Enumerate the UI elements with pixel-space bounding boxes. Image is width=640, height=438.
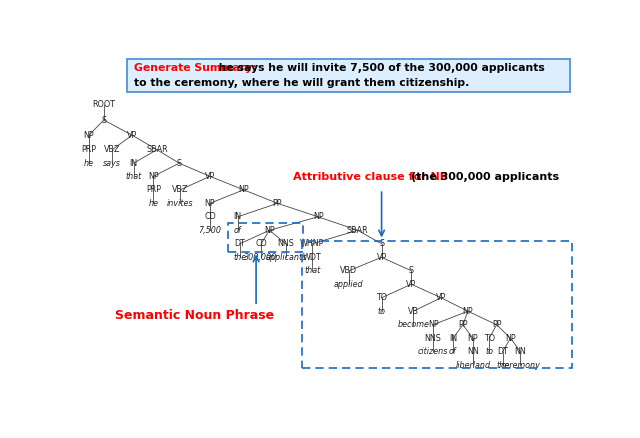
Text: NP: NP bbox=[467, 334, 478, 343]
Text: he: he bbox=[84, 159, 94, 168]
Text: NP: NP bbox=[148, 172, 159, 181]
Text: WDT: WDT bbox=[303, 253, 321, 262]
Text: CD: CD bbox=[204, 212, 216, 221]
Text: to the ceremony, where he will grant them citizenship.: to the ceremony, where he will grant the… bbox=[134, 78, 469, 88]
Text: VP: VP bbox=[127, 131, 137, 140]
Text: of: of bbox=[234, 226, 242, 235]
Text: invites: invites bbox=[167, 199, 193, 208]
Text: NNS: NNS bbox=[277, 239, 294, 248]
Text: of: of bbox=[449, 347, 457, 356]
Text: PP: PP bbox=[273, 199, 282, 208]
Text: liberland: liberland bbox=[455, 361, 490, 370]
Text: NNS: NNS bbox=[425, 334, 442, 343]
Text: S: S bbox=[101, 116, 106, 124]
Text: NP: NP bbox=[264, 226, 275, 235]
Bar bbox=[228, 223, 303, 252]
Text: that: that bbox=[125, 172, 141, 181]
Text: NP: NP bbox=[238, 185, 249, 194]
Text: (the 300,000 applicants: (the 300,000 applicants bbox=[412, 172, 559, 182]
Text: NP: NP bbox=[313, 212, 323, 221]
Text: S: S bbox=[177, 159, 182, 168]
Text: TO: TO bbox=[484, 334, 495, 343]
Text: NP: NP bbox=[463, 307, 473, 316]
Text: Generate Summary:: Generate Summary: bbox=[134, 63, 257, 73]
Text: 7,500: 7,500 bbox=[198, 226, 221, 235]
Text: to: to bbox=[485, 347, 493, 356]
Text: Attributive clause for NP: Attributive clause for NP bbox=[293, 172, 448, 182]
Text: the: the bbox=[496, 361, 509, 370]
Text: NN: NN bbox=[467, 347, 479, 356]
Text: CD: CD bbox=[255, 239, 267, 248]
Text: DT: DT bbox=[497, 347, 508, 356]
Text: he says he will invite 7,500 of the 300,000 applicants: he says he will invite 7,500 of the 300,… bbox=[215, 63, 545, 73]
Text: WHNP: WHNP bbox=[300, 239, 324, 248]
Text: PP: PP bbox=[492, 320, 501, 329]
Bar bbox=[302, 241, 572, 368]
Text: NN: NN bbox=[515, 347, 526, 356]
Text: IN: IN bbox=[234, 212, 242, 221]
Text: VBD: VBD bbox=[340, 266, 357, 275]
Text: IN: IN bbox=[129, 159, 138, 168]
Text: TO: TO bbox=[376, 293, 387, 302]
Text: VBZ: VBZ bbox=[104, 145, 120, 154]
Text: ROOT: ROOT bbox=[92, 100, 115, 110]
Text: 300,000: 300,000 bbox=[244, 253, 278, 262]
Text: applicants: applicants bbox=[265, 253, 307, 262]
Text: applied: applied bbox=[334, 280, 364, 289]
Text: PRP: PRP bbox=[81, 145, 97, 154]
Text: citizens: citizens bbox=[418, 347, 449, 356]
Text: the: the bbox=[233, 253, 246, 262]
Text: IN: IN bbox=[449, 334, 457, 343]
Text: NP: NP bbox=[205, 199, 215, 208]
Text: NP: NP bbox=[505, 334, 516, 343]
Text: VP: VP bbox=[376, 253, 387, 262]
Text: S: S bbox=[409, 266, 414, 275]
Text: says: says bbox=[103, 159, 121, 168]
Text: SBAR: SBAR bbox=[347, 226, 369, 235]
Text: DT: DT bbox=[234, 239, 245, 248]
Text: NP: NP bbox=[428, 320, 438, 329]
Text: become: become bbox=[397, 320, 429, 329]
Text: SBAR: SBAR bbox=[146, 145, 168, 154]
Text: VP: VP bbox=[406, 280, 417, 289]
Text: Semantic Noun Phrase: Semantic Noun Phrase bbox=[115, 309, 274, 322]
Bar bbox=[127, 59, 570, 92]
Text: VP: VP bbox=[205, 172, 215, 181]
Text: PRP: PRP bbox=[146, 185, 161, 194]
Text: to: to bbox=[378, 307, 385, 316]
Text: VB: VB bbox=[408, 307, 419, 316]
Text: PP: PP bbox=[458, 320, 468, 329]
Text: NP: NP bbox=[84, 131, 94, 140]
Text: he: he bbox=[148, 199, 159, 208]
Text: VBZ: VBZ bbox=[172, 185, 188, 194]
Text: that: that bbox=[304, 266, 320, 275]
Text: S: S bbox=[379, 239, 384, 248]
Text: ceremony: ceremony bbox=[500, 361, 540, 370]
Text: VP: VP bbox=[436, 293, 446, 302]
